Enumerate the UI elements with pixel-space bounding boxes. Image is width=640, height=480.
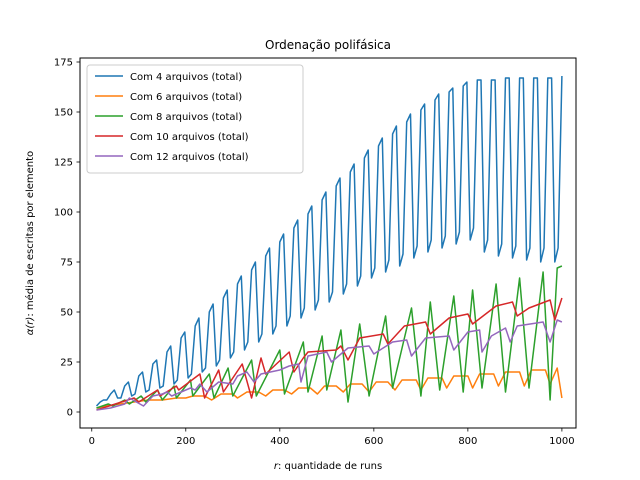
legend-entry: Com 4 arquivos (total) [130,72,242,83]
x-tick-label: 600 [364,436,383,447]
series-line-5 [96,319,563,411]
series-line-2 [96,367,563,409]
legend-entry: Com 12 arquivos (total) [130,152,249,163]
y-tick-label: 0 [67,408,73,419]
x-tick-label: 800 [458,436,477,447]
y-tick-label: 125 [54,158,73,169]
series-line-3 [96,265,563,409]
legend: Com 4 arquivos (total) Com 6 arquivos (to… [86,64,304,174]
legend-entry: Com 6 arquivos (total) [130,92,242,103]
chart-title: Ordenação polifásica [265,38,391,52]
y-axis: 0 25 50 75 100 125 150 175 [54,58,80,419]
y-tick-label: 75 [60,258,73,269]
x-tick-label: 400 [270,436,289,447]
y-tick-label: 100 [54,208,73,219]
x-tick-label: 200 [176,436,195,447]
legend-box [86,64,304,174]
legend-entry: Com 10 arquivos (total) [130,132,249,143]
y-axis-label: α(r): média de escritas por elemento [24,151,36,335]
series-line-4 [96,297,563,411]
y-tick-label: 150 [54,108,73,119]
x-axis-label: r: quantidade de runs [274,461,382,472]
plot-area [95,75,563,411]
series-line-1 [95,75,563,407]
axes-frame [79,57,577,429]
y-tick-label: 25 [60,358,73,369]
x-tick-label: 1000 [549,436,574,447]
x-tick-label: 0 [89,436,95,447]
x-axis: 0 200 400 600 800 1000 [89,428,575,447]
y-tick-label: 50 [60,308,73,319]
legend-entry: Com 8 arquivos (total) [130,112,242,123]
y-tick-label: 175 [54,58,73,69]
